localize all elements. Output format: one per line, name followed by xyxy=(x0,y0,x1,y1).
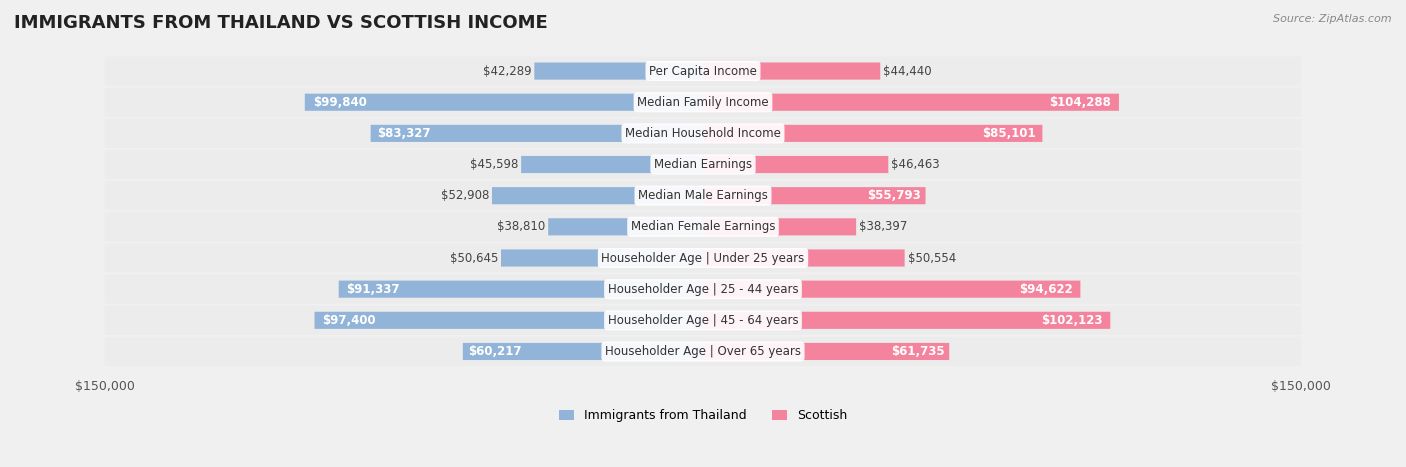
Text: $94,622: $94,622 xyxy=(1019,283,1073,296)
Text: $102,123: $102,123 xyxy=(1040,314,1102,327)
Text: Householder Age | Under 25 years: Householder Age | Under 25 years xyxy=(602,252,804,264)
FancyBboxPatch shape xyxy=(305,94,703,111)
Text: $104,288: $104,288 xyxy=(1049,96,1111,109)
FancyBboxPatch shape xyxy=(104,88,1302,117)
FancyBboxPatch shape xyxy=(703,187,925,204)
FancyBboxPatch shape xyxy=(703,281,1080,298)
FancyBboxPatch shape xyxy=(104,243,1302,272)
FancyBboxPatch shape xyxy=(104,306,1302,335)
FancyBboxPatch shape xyxy=(371,125,703,142)
Text: Householder Age | 45 - 64 years: Householder Age | 45 - 64 years xyxy=(607,314,799,327)
Text: $97,400: $97,400 xyxy=(322,314,375,327)
Text: $46,463: $46,463 xyxy=(891,158,941,171)
FancyBboxPatch shape xyxy=(501,249,703,267)
Text: $91,337: $91,337 xyxy=(346,283,399,296)
Text: $50,554: $50,554 xyxy=(908,252,956,264)
FancyBboxPatch shape xyxy=(104,275,1302,304)
FancyBboxPatch shape xyxy=(703,125,1042,142)
FancyBboxPatch shape xyxy=(703,249,904,267)
Text: Source: ZipAtlas.com: Source: ZipAtlas.com xyxy=(1274,14,1392,24)
FancyBboxPatch shape xyxy=(104,119,1302,148)
Text: $44,440: $44,440 xyxy=(883,64,932,78)
Text: $38,810: $38,810 xyxy=(496,220,546,234)
Text: $83,327: $83,327 xyxy=(377,127,430,140)
Text: $55,793: $55,793 xyxy=(868,189,921,202)
FancyBboxPatch shape xyxy=(104,337,1302,366)
FancyBboxPatch shape xyxy=(315,312,703,329)
Legend: Immigrants from Thailand, Scottish: Immigrants from Thailand, Scottish xyxy=(554,404,852,427)
Text: Median Female Earnings: Median Female Earnings xyxy=(631,220,775,234)
Text: Householder Age | Over 65 years: Householder Age | Over 65 years xyxy=(605,345,801,358)
Text: $85,101: $85,101 xyxy=(981,127,1036,140)
Text: IMMIGRANTS FROM THAILAND VS SCOTTISH INCOME: IMMIGRANTS FROM THAILAND VS SCOTTISH INC… xyxy=(14,14,548,32)
Text: $61,735: $61,735 xyxy=(890,345,945,358)
Text: Median Male Earnings: Median Male Earnings xyxy=(638,189,768,202)
FancyBboxPatch shape xyxy=(703,156,889,173)
FancyBboxPatch shape xyxy=(703,218,856,235)
FancyBboxPatch shape xyxy=(703,94,1119,111)
FancyBboxPatch shape xyxy=(104,212,1302,241)
FancyBboxPatch shape xyxy=(492,187,703,204)
Text: Median Family Income: Median Family Income xyxy=(637,96,769,109)
Text: $50,645: $50,645 xyxy=(450,252,498,264)
FancyBboxPatch shape xyxy=(104,57,1302,85)
Text: $42,289: $42,289 xyxy=(482,64,531,78)
Text: Householder Age | 25 - 44 years: Householder Age | 25 - 44 years xyxy=(607,283,799,296)
FancyBboxPatch shape xyxy=(703,312,1111,329)
FancyBboxPatch shape xyxy=(534,63,703,80)
FancyBboxPatch shape xyxy=(522,156,703,173)
FancyBboxPatch shape xyxy=(703,343,949,360)
Text: $38,397: $38,397 xyxy=(859,220,907,234)
Text: $45,598: $45,598 xyxy=(470,158,519,171)
FancyBboxPatch shape xyxy=(104,181,1302,210)
Text: $52,908: $52,908 xyxy=(440,189,489,202)
Text: Median Household Income: Median Household Income xyxy=(626,127,780,140)
Text: $99,840: $99,840 xyxy=(312,96,367,109)
FancyBboxPatch shape xyxy=(548,218,703,235)
Text: $60,217: $60,217 xyxy=(468,345,522,358)
FancyBboxPatch shape xyxy=(463,343,703,360)
FancyBboxPatch shape xyxy=(104,150,1302,179)
FancyBboxPatch shape xyxy=(703,63,880,80)
FancyBboxPatch shape xyxy=(339,281,703,298)
Text: Per Capita Income: Per Capita Income xyxy=(650,64,756,78)
Text: Median Earnings: Median Earnings xyxy=(654,158,752,171)
